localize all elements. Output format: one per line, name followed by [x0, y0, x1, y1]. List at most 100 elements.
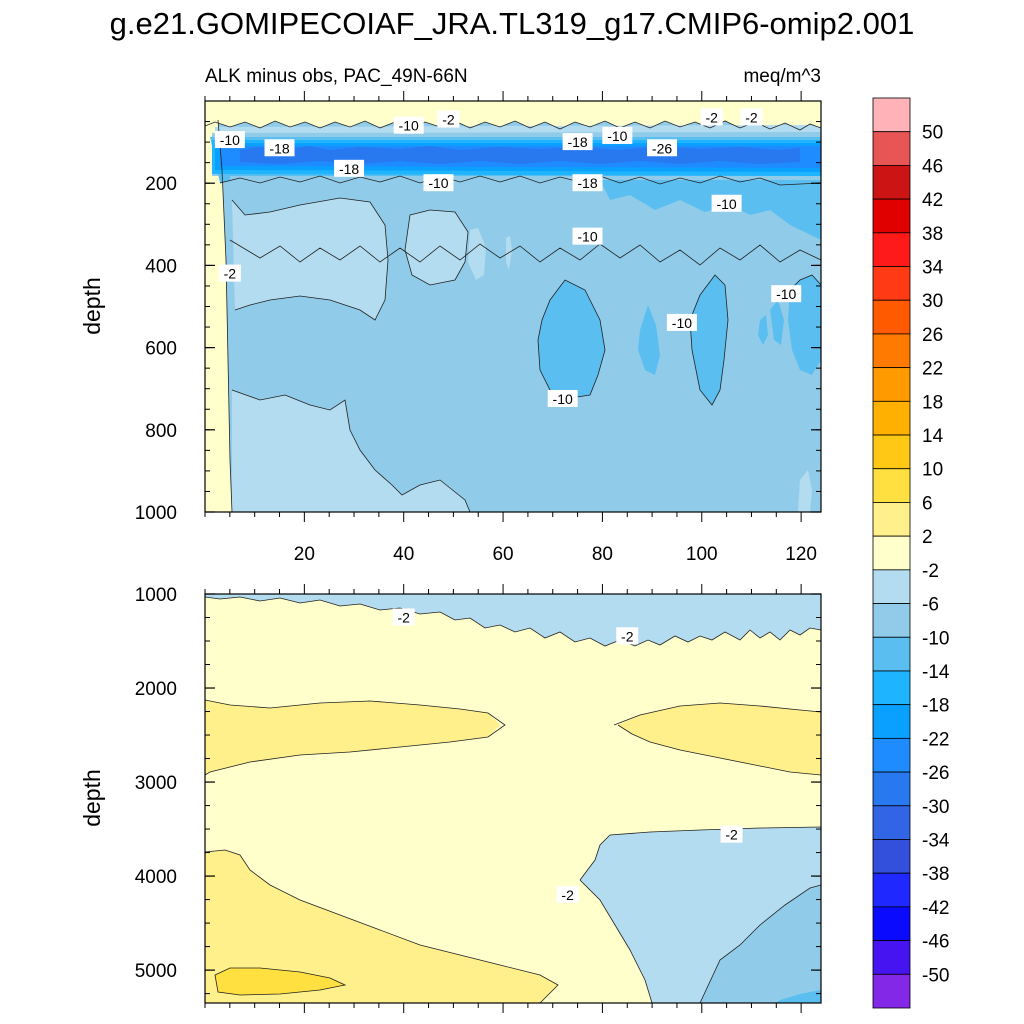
x-tick-label: 100 [686, 544, 718, 565]
colorbar-label: 50 [922, 123, 943, 144]
colorbar-box [872, 704, 911, 739]
colorbar-label: 14 [922, 426, 944, 447]
fill-region [205, 850, 558, 1003]
contour-label: -18 [264, 139, 295, 157]
lower-contour-labels: -2 -2 -2 -2 [392, 608, 743, 903]
y-tick-label: 5000 [135, 961, 177, 982]
colorbar-label: 10 [922, 460, 943, 481]
contour-label: -2 [720, 825, 743, 843]
contour-label-text: -2 [442, 111, 455, 127]
colorbar-box [872, 165, 911, 200]
contour-label: -10 [547, 389, 578, 407]
fill-region [205, 101, 821, 130]
contour-label-bg [602, 126, 633, 144]
colorbar-box [872, 434, 911, 470]
contour-label-text: -10 [220, 132, 240, 148]
colorbar-label: -10 [922, 628, 949, 649]
contour-label-bg [740, 108, 763, 126]
left-subtitle: ALK minus obs, PAC_49N-66N [205, 66, 468, 87]
contour-label-text: -18 [577, 175, 597, 191]
contour-label: -18 [572, 174, 603, 192]
y-tick-label: 400 [145, 256, 177, 277]
colorbar-label: 42 [922, 190, 943, 211]
lower-panel: -2 -2 -2 -2 1000 2000 3000 4000 5000 depth [79, 584, 822, 1013]
lower-y-axis: 1000 2000 3000 4000 5000 [135, 585, 821, 995]
upper-contour-lines [205, 119, 821, 512]
contour-label: -10 [771, 285, 802, 303]
contour-label-text: -10 [607, 128, 627, 144]
x-tick-label: 120 [785, 544, 817, 565]
fill-region [205, 700, 500, 775]
colorbar-label: -2 [922, 561, 939, 582]
lower-plot-frame [204, 593, 822, 1004]
contour-label: -10 [423, 174, 454, 192]
contour-label: -10 [711, 194, 742, 212]
colorbar-label: -46 [922, 932, 949, 953]
colorbar-label: 30 [922, 291, 943, 312]
contour-label-text: -10 [672, 315, 692, 331]
contour-label: -2 [740, 108, 763, 126]
upper-panel: ALK minus obs, PAC_49N-66N meq/m^3 [79, 66, 822, 565]
fill-region [538, 280, 605, 398]
colorbar-box [872, 839, 911, 874]
colorbar-box [872, 906, 911, 941]
colorbar-label: 2 [922, 527, 933, 548]
colorbar-box [872, 636, 911, 672]
contour-label-text: -18 [567, 134, 587, 150]
contour-label-bg [264, 139, 295, 157]
y-tick-label: 2000 [135, 679, 177, 700]
fill-region [638, 305, 660, 375]
colorbar-label: -38 [922, 864, 949, 885]
fill-region [690, 275, 728, 405]
colorbar-box [872, 737, 911, 773]
contour-label: -10 [602, 126, 633, 144]
contour-label-bg [423, 174, 454, 192]
upper-contour-fill [205, 101, 821, 512]
y-tick-label: 4000 [135, 867, 177, 888]
contour-label: -2 [218, 264, 241, 282]
colorbar-label: -30 [922, 797, 949, 818]
colorbar-label: -42 [922, 898, 949, 919]
contour-label: -2 [616, 627, 639, 645]
contour-label: -10 [214, 131, 245, 149]
fill-region [405, 210, 468, 285]
contour-label: -10 [666, 313, 697, 331]
fill-region [205, 594, 821, 646]
colorbar-label: 26 [922, 325, 943, 346]
y-tick-label: 600 [145, 339, 177, 360]
contour-label-bg [572, 227, 603, 245]
y-tick-label: 3000 [135, 773, 177, 794]
colorbar-box [872, 198, 911, 234]
contour-label-bg [711, 194, 742, 212]
colorbar-label: 22 [922, 359, 943, 380]
colorbar-label: 18 [922, 392, 943, 413]
y-tick-label: 1000 [135, 585, 177, 606]
contour-label: -2 [392, 608, 415, 626]
colorbar-label: 38 [922, 224, 943, 245]
x-tick-label: 60 [492, 544, 513, 565]
contour-label: -18 [562, 133, 593, 151]
x-tick-label: 40 [393, 544, 414, 565]
upper-x-axis: 20 40 60 80 100 120 [204, 91, 817, 565]
contour-label-text: -10 [428, 175, 448, 191]
fill-region [798, 470, 812, 512]
contour-label-bg [771, 285, 802, 303]
contour-label-text: -2 [745, 109, 758, 125]
colorbar-label: -6 [922, 595, 939, 616]
y-tick-label: 800 [145, 421, 177, 442]
fill-region [770, 300, 784, 345]
contour-label: -2 [556, 885, 579, 903]
contour-label-bg [218, 264, 241, 282]
colorbar-box [872, 569, 911, 604]
contour-label-bg [393, 116, 424, 134]
contour-label-text: -2 [397, 610, 410, 626]
contour-label-bg [437, 110, 460, 128]
contour-label: -10 [572, 227, 603, 245]
fill-region [468, 228, 486, 280]
lower-x-axis [204, 584, 802, 1013]
contour-label-bg [547, 389, 578, 407]
colorbar-box [872, 367, 911, 402]
contour-label-text: -26 [652, 140, 672, 156]
contour-label-bg [556, 885, 579, 903]
